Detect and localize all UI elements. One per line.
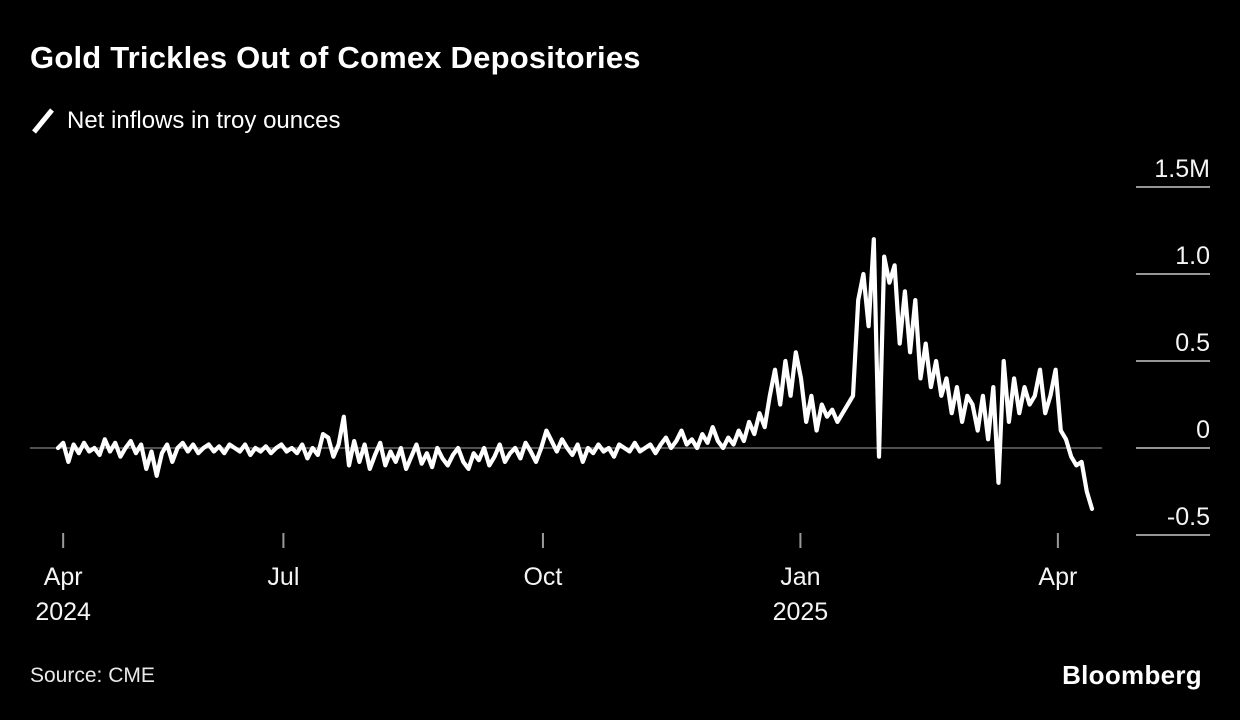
y-tick-label: -0.5 <box>1167 503 1210 531</box>
x-tick-label: Apr <box>44 563 83 591</box>
x-tick-label: Jan <box>780 563 820 591</box>
x-tick-sublabel: 2025 <box>773 598 829 626</box>
y-tick-label: 0 <box>1196 416 1210 444</box>
y-tick-label: 1.5M <box>1154 155 1210 183</box>
chart-title: Gold Trickles Out of Comex Depositories <box>30 40 641 75</box>
y-tick-label: 0.5 <box>1175 329 1210 357</box>
source-label: Source: CME <box>30 664 155 687</box>
legend: Net inflows in troy ounces <box>30 106 340 136</box>
x-tick-sublabel: 2024 <box>35 598 91 626</box>
x-tick-label: Jul <box>267 563 299 591</box>
legend-label: Net inflows in troy ounces <box>67 107 341 134</box>
x-tick-label: Oct <box>523 563 562 591</box>
x-tick-label: Apr <box>1038 563 1077 591</box>
bloomberg-logo: Bloomberg <box>1062 660 1202 690</box>
line-series-icon <box>32 108 54 134</box>
series-line <box>55 237 1095 511</box>
y-tick-label: 1.0 <box>1175 242 1210 270</box>
